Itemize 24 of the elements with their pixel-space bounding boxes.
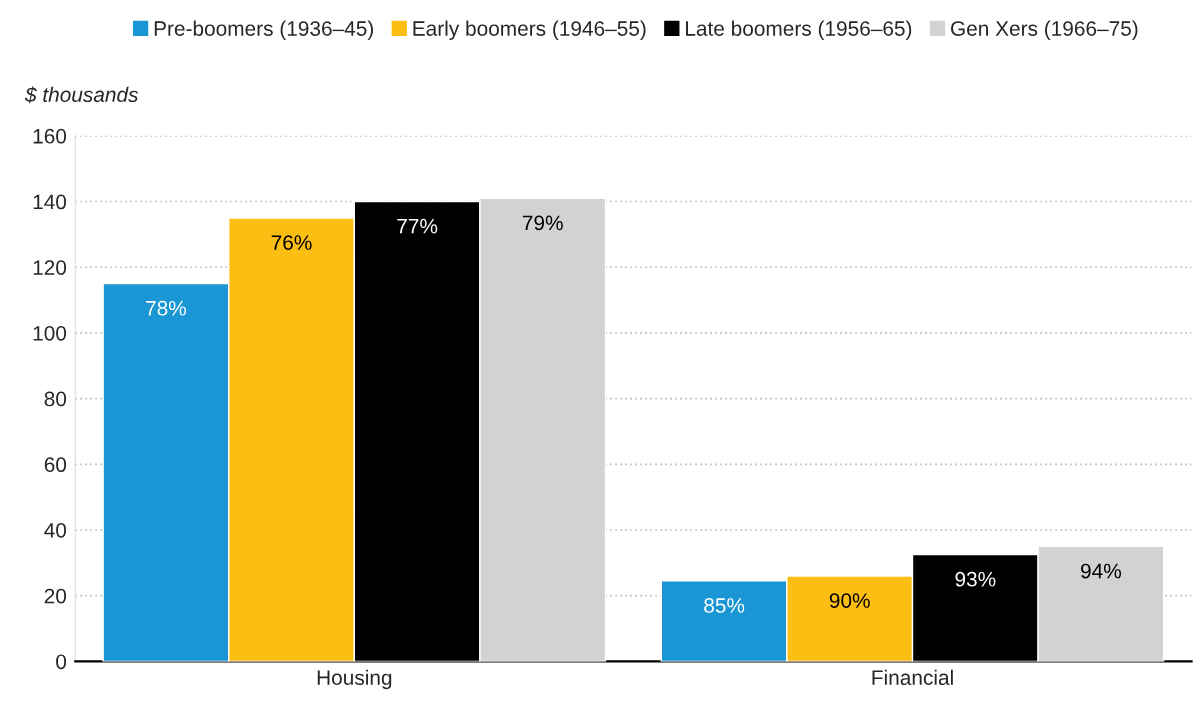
y-tick-label: 100 — [33, 325, 67, 341]
legend-label: Gen Xers (1966–75) — [951, 20, 1138, 40]
annotation: 90% — [829, 593, 870, 608]
annotation: 85% — [704, 598, 745, 613]
annotation: 77% — [397, 218, 438, 234]
x-tick-label: Financial — [872, 669, 953, 686]
annotation: 76% — [271, 235, 312, 250]
annotation: 94% — [1081, 563, 1122, 579]
legend-label: Early boomers (1946–55) — [413, 20, 646, 41]
y-tick-label: 120 — [33, 260, 67, 275]
y-tick-label: 160 — [33, 128, 67, 144]
x-tick-label: Housing — [317, 669, 392, 690]
y-tick-label: 140 — [33, 194, 67, 210]
y-tick-label: 80 — [44, 391, 67, 407]
legend-label: Pre-boomers (1936–45) — [154, 20, 373, 40]
annotation: 79% — [522, 215, 563, 231]
legend-label: Late boomers (1956–65) — [686, 20, 912, 40]
y-tick-label: 40 — [44, 523, 67, 538]
annotation: 93% — [955, 571, 996, 587]
y-axis-title: $ thousands — [24, 86, 139, 104]
y-tick-label: 0 — [56, 654, 67, 670]
annotation: 78% — [146, 300, 187, 316]
y-tick-label: 60 — [44, 457, 67, 473]
y-tick-label: 20 — [44, 588, 67, 604]
